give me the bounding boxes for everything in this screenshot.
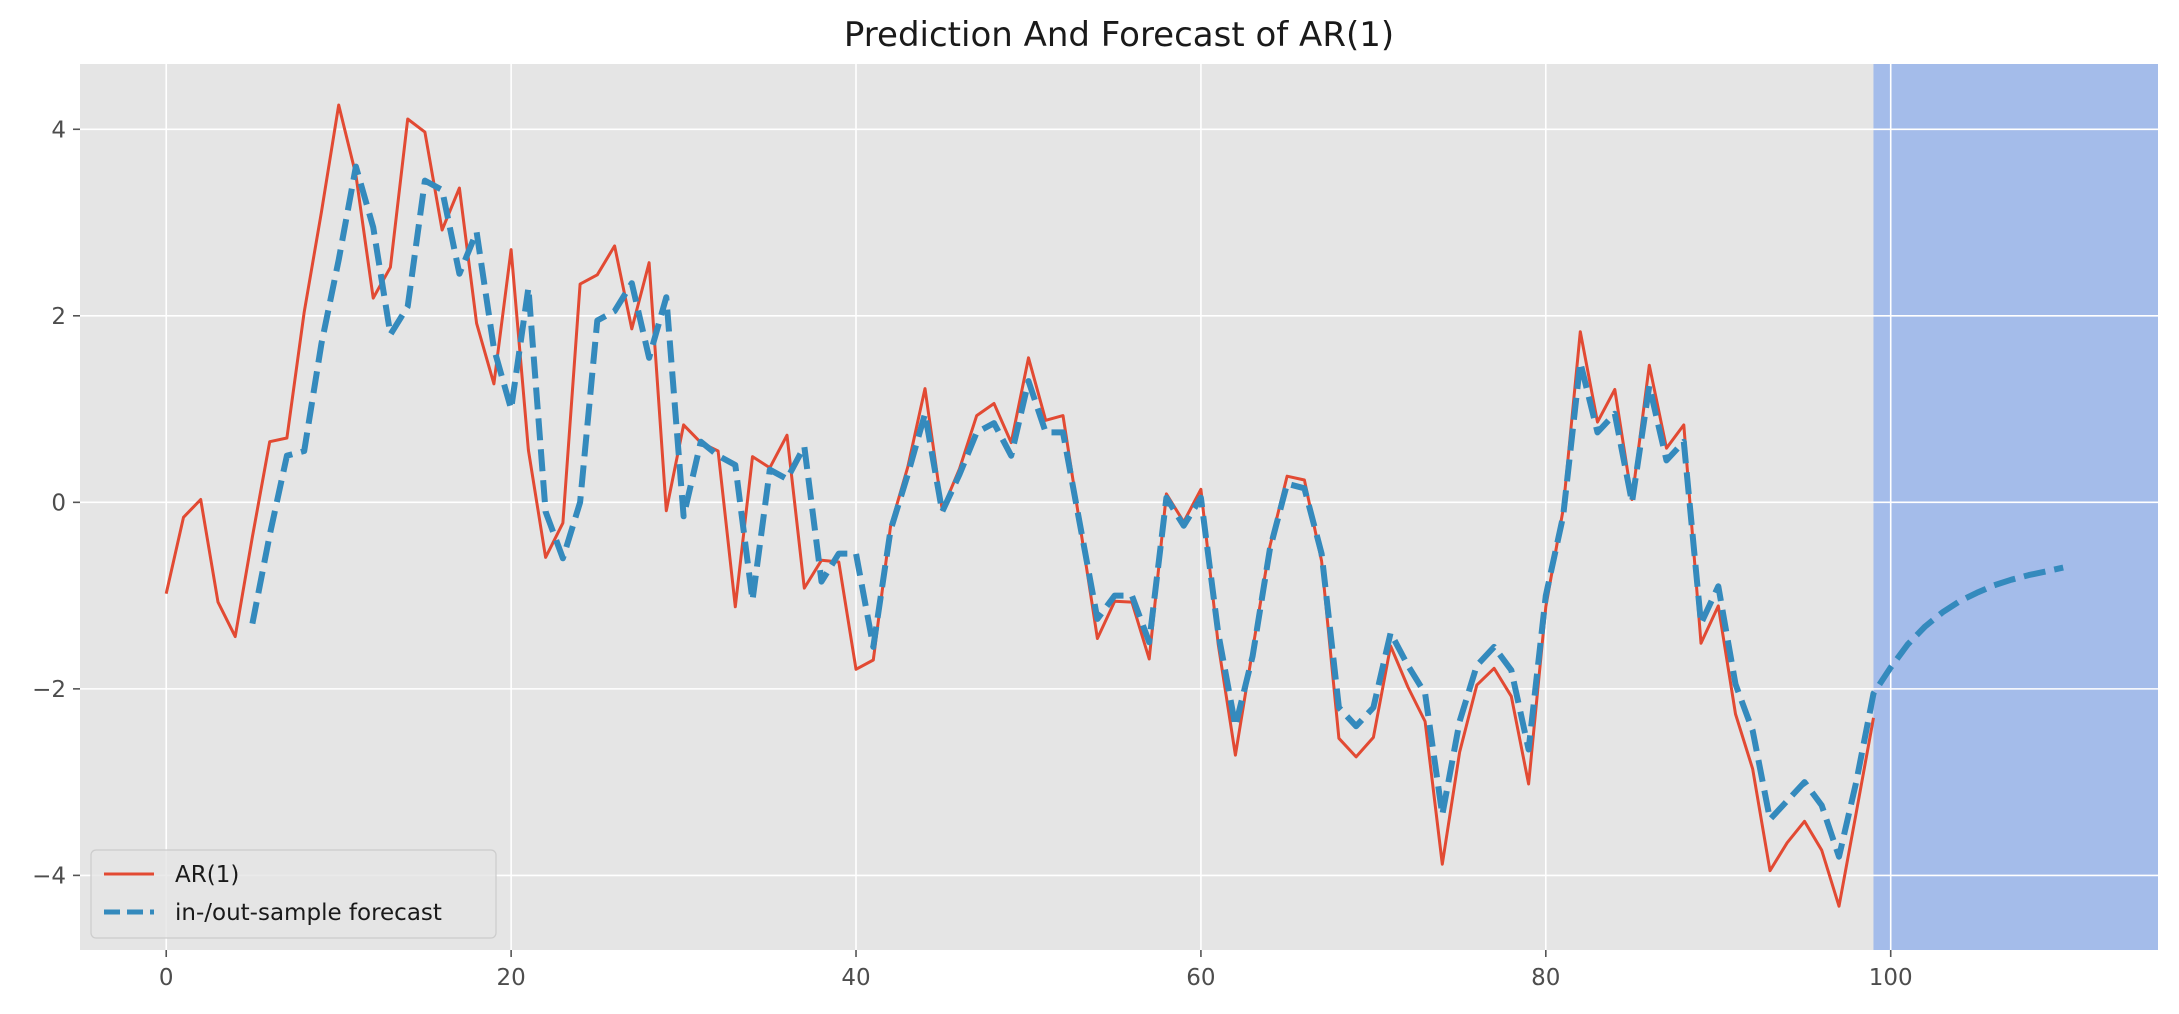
forecast-region — [1873, 64, 2158, 950]
series-line-forecast — [249, 163, 2064, 860]
chart-title: Prediction And Forecast of AR(1) — [844, 15, 1394, 55]
y-tick-label: 0 — [51, 490, 66, 516]
plot-background — [80, 64, 2158, 950]
series-line-ar — [164, 103, 1875, 908]
legend-label-ar: AR(1) — [175, 862, 239, 888]
x-tick-label: 20 — [496, 965, 525, 991]
x-tick-label: 0 — [159, 965, 174, 991]
y-tick-label: −4 — [32, 863, 66, 889]
x-tick-label: 80 — [1531, 965, 1560, 991]
legend-box — [90, 849, 497, 939]
y-tick-label: 2 — [51, 304, 66, 330]
x-tick-label: 100 — [1869, 965, 1913, 991]
legend-label-forecast: in-/out-sample forecast — [175, 900, 442, 926]
y-tick-label: −2 — [32, 677, 66, 703]
series-layer — [164, 103, 2064, 908]
x-tick-label: 60 — [1186, 965, 1215, 991]
x-tick-label: 40 — [841, 965, 870, 991]
y-tick-label: 4 — [51, 117, 66, 143]
legend: AR(1) in-/out-sample forecast — [90, 849, 497, 939]
